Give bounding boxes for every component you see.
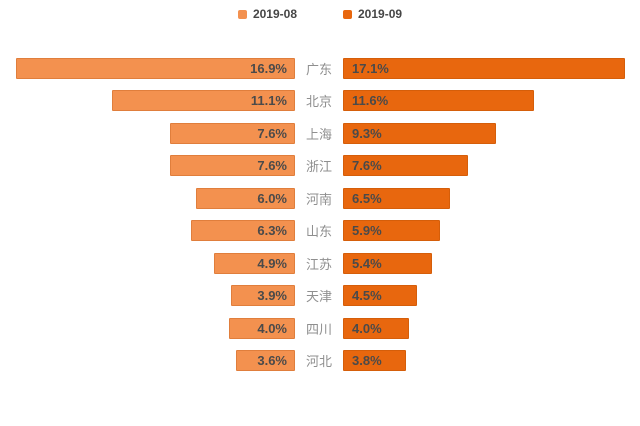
bar-value-2019-08: 7.6%	[257, 125, 287, 141]
right-bar-cell: 9.3%	[343, 122, 640, 144]
bar-value-2019-08: 6.3%	[257, 223, 287, 239]
category-label: 江苏	[305, 256, 332, 272]
chart-row: 16.9% 广东 17.1%	[0, 52, 640, 85]
bar-value-2019-08: 7.6%	[257, 158, 287, 174]
bar-value-2019-08: 4.9%	[257, 255, 287, 271]
legend: 2019-08 2019-09	[0, 7, 640, 21]
bar-value-2019-09: 5.9%	[352, 223, 382, 239]
left-bar-cell: 6.3%	[0, 220, 295, 242]
legend-marker-2019-09-icon	[343, 9, 352, 19]
bar-value-2019-09: 6.5%	[352, 190, 382, 206]
category-label: 山东	[305, 224, 332, 240]
bar-2019-09: 4.0%	[343, 317, 409, 339]
bar-2019-09: 7.6%	[343, 155, 469, 177]
category-label: 上海	[305, 126, 332, 142]
bar-value-2019-09: 5.4%	[352, 255, 382, 271]
bar-2019-09: 17.1%	[343, 57, 626, 79]
left-bar-cell: 11.1%	[0, 90, 295, 112]
bar-2019-09: 5.9%	[343, 220, 441, 242]
bar-2019-08: 4.9%	[214, 252, 295, 274]
bar-value-2019-09: 11.6%	[352, 93, 389, 109]
legend-label-2019-08: 2019-08	[252, 7, 297, 21]
right-bar-cell: 17.1%	[343, 57, 640, 79]
category-label: 浙江	[305, 159, 332, 175]
bar-2019-09: 9.3%	[343, 122, 497, 144]
bar-value-2019-08: 3.9%	[257, 288, 287, 304]
left-bar-cell: 6.0%	[0, 187, 295, 209]
bar-value-2019-09: 3.8%	[352, 353, 382, 369]
bar-2019-08: 16.9%	[16, 57, 295, 79]
bar-2019-08: 6.3%	[191, 220, 295, 242]
legend-label-2019-09: 2019-09	[358, 7, 403, 21]
bar-value-2019-09: 7.6%	[352, 158, 382, 174]
legend-item-2019-09[interactable]: 2019-09	[343, 7, 402, 21]
category-label: 北京	[305, 94, 332, 110]
legend-item-2019-08[interactable]: 2019-08	[237, 7, 297, 21]
bar-value-2019-08: 4.0%	[257, 320, 287, 336]
chart-row: 7.6% 浙江 7.6%	[0, 150, 640, 183]
right-bar-cell: 3.8%	[343, 350, 640, 372]
bar-value-2019-09: 9.3%	[352, 125, 382, 141]
bar-value-2019-09: 4.0%	[352, 320, 382, 336]
chart-row: 3.9% 天津 4.5%	[0, 280, 640, 313]
right-bar-cell: 11.6%	[343, 90, 640, 112]
bar-value-2019-08: 11.1%	[250, 93, 287, 109]
left-bar-cell: 4.9%	[0, 252, 295, 274]
category-label: 四川	[305, 321, 332, 337]
chart-row: 11.1% 北京 11.6%	[0, 85, 640, 118]
bar-2019-08: 6.0%	[196, 187, 295, 209]
tornado-chart: 16.9% 广东 17.1% 11.1% 北京 11.6% 7.6%	[0, 52, 640, 377]
category-label: 天津	[305, 289, 332, 305]
chart-row: 4.0% 四川 4.0%	[0, 312, 640, 345]
chart-row: 6.0% 河南 6.5%	[0, 182, 640, 215]
bar-2019-08: 7.6%	[169, 122, 295, 144]
bar-value-2019-08: 16.9%	[250, 60, 287, 76]
bar-2019-09: 3.8%	[343, 350, 406, 372]
bar-2019-08: 3.6%	[235, 350, 295, 372]
category-label: 河北	[305, 354, 332, 370]
chart-row: 6.3% 山东 5.9%	[0, 215, 640, 248]
category-label: 河南	[305, 191, 332, 207]
right-bar-cell: 5.9%	[343, 220, 640, 242]
bar-2019-08: 11.1%	[111, 90, 295, 112]
left-bar-cell: 7.6%	[0, 122, 295, 144]
bar-2019-09: 11.6%	[343, 90, 535, 112]
chart-row: 4.9% 江苏 5.4%	[0, 247, 640, 280]
left-bar-cell: 3.9%	[0, 285, 295, 307]
bar-2019-08: 7.6%	[169, 155, 295, 177]
bar-value-2019-08: 6.0%	[257, 190, 287, 206]
bar-2019-09: 6.5%	[343, 187, 451, 209]
chart-row: 7.6% 上海 9.3%	[0, 117, 640, 150]
left-bar-cell: 4.0%	[0, 317, 295, 339]
bar-value-2019-08: 3.6%	[257, 353, 287, 369]
category-label: 广东	[305, 61, 332, 77]
legend-marker-2019-08-icon	[237, 9, 247, 19]
right-bar-cell: 6.5%	[343, 187, 640, 209]
right-bar-cell: 5.4%	[343, 252, 640, 274]
bar-2019-08: 4.0%	[229, 317, 295, 339]
left-bar-cell: 7.6%	[0, 155, 295, 177]
right-bar-cell: 7.6%	[343, 155, 640, 177]
left-bar-cell: 16.9%	[0, 57, 295, 79]
bar-value-2019-09: 4.5%	[352, 288, 382, 304]
right-bar-cell: 4.5%	[343, 285, 640, 307]
bar-2019-09: 5.4%	[343, 252, 433, 274]
bar-value-2019-09: 17.1%	[352, 60, 389, 76]
left-bar-cell: 3.6%	[0, 350, 295, 372]
bar-2019-08: 3.9%	[230, 285, 295, 307]
chart-row: 3.6% 河北 3.8%	[0, 345, 640, 378]
bar-2019-09: 4.5%	[343, 285, 418, 307]
right-bar-cell: 4.0%	[343, 317, 640, 339]
